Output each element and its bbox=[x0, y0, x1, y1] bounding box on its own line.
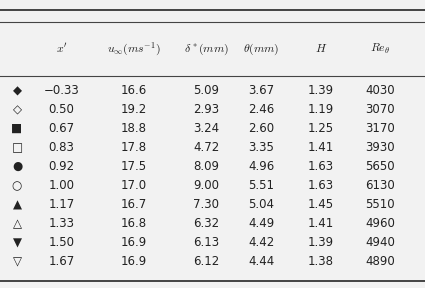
Text: 1.41: 1.41 bbox=[308, 217, 334, 230]
Text: 6.12: 6.12 bbox=[193, 255, 219, 268]
Text: 1.39: 1.39 bbox=[308, 236, 334, 249]
Text: $H$: $H$ bbox=[314, 42, 327, 56]
Text: 3.24: 3.24 bbox=[193, 122, 219, 135]
Text: 9.00: 9.00 bbox=[193, 179, 219, 192]
Text: 1.63: 1.63 bbox=[308, 179, 334, 192]
Text: 1.17: 1.17 bbox=[48, 198, 75, 211]
Text: $\delta^*(mm)$: $\delta^*(mm)$ bbox=[184, 41, 229, 57]
Text: 4030: 4030 bbox=[366, 84, 395, 97]
Text: 4890: 4890 bbox=[366, 255, 395, 268]
Text: −0.33: −0.33 bbox=[44, 84, 79, 97]
Text: 5.04: 5.04 bbox=[248, 198, 275, 211]
Text: 18.8: 18.8 bbox=[121, 122, 147, 135]
Text: 3170: 3170 bbox=[366, 122, 395, 135]
Text: $\theta(mm)$: $\theta(mm)$ bbox=[243, 41, 280, 57]
Text: ▼: ▼ bbox=[12, 236, 22, 249]
Text: 17.8: 17.8 bbox=[121, 141, 147, 154]
Text: 6130: 6130 bbox=[366, 179, 395, 192]
Text: 4.72: 4.72 bbox=[193, 141, 219, 154]
Text: $x'$: $x'$ bbox=[56, 42, 68, 56]
Text: 3930: 3930 bbox=[366, 141, 395, 154]
Text: 1.38: 1.38 bbox=[308, 255, 334, 268]
Text: 1.63: 1.63 bbox=[308, 160, 334, 173]
Text: ○: ○ bbox=[12, 179, 22, 192]
Text: ■: ■ bbox=[11, 122, 23, 135]
Text: 5.09: 5.09 bbox=[193, 84, 219, 97]
Text: 2.93: 2.93 bbox=[193, 103, 219, 116]
Text: ◇: ◇ bbox=[12, 103, 22, 116]
Text: ◆: ◆ bbox=[12, 84, 22, 97]
Text: 5650: 5650 bbox=[366, 160, 395, 173]
Text: 0.92: 0.92 bbox=[48, 160, 75, 173]
Text: 1.00: 1.00 bbox=[48, 179, 75, 192]
Text: $Re_{\theta}$: $Re_{\theta}$ bbox=[370, 42, 391, 56]
Text: 1.41: 1.41 bbox=[308, 141, 334, 154]
Text: 4960: 4960 bbox=[366, 217, 395, 230]
Text: 5510: 5510 bbox=[366, 198, 395, 211]
Text: □: □ bbox=[11, 141, 23, 154]
Text: 0.83: 0.83 bbox=[49, 141, 74, 154]
Text: ●: ● bbox=[12, 160, 22, 173]
Text: 4.44: 4.44 bbox=[248, 255, 275, 268]
Text: 1.67: 1.67 bbox=[48, 255, 75, 268]
Text: 4.96: 4.96 bbox=[248, 160, 275, 173]
Text: 0.50: 0.50 bbox=[49, 103, 74, 116]
Text: ▲: ▲ bbox=[12, 198, 22, 211]
Text: 1.50: 1.50 bbox=[48, 236, 75, 249]
Text: 1.39: 1.39 bbox=[308, 84, 334, 97]
Text: 1.45: 1.45 bbox=[308, 198, 334, 211]
Text: 3.35: 3.35 bbox=[249, 141, 274, 154]
Text: 16.9: 16.9 bbox=[121, 236, 147, 249]
Text: 6.32: 6.32 bbox=[193, 217, 219, 230]
Text: 16.7: 16.7 bbox=[121, 198, 147, 211]
Text: 8.09: 8.09 bbox=[193, 160, 219, 173]
Text: 1.19: 1.19 bbox=[308, 103, 334, 116]
Text: $u_{\infty}(ms^{-1})$: $u_{\infty}(ms^{-1})$ bbox=[107, 40, 161, 58]
Text: 0.67: 0.67 bbox=[48, 122, 75, 135]
Text: 17.5: 17.5 bbox=[121, 160, 147, 173]
Text: △: △ bbox=[12, 217, 22, 230]
Text: 1.25: 1.25 bbox=[308, 122, 334, 135]
Text: 3.67: 3.67 bbox=[248, 84, 275, 97]
Text: 16.9: 16.9 bbox=[121, 255, 147, 268]
Text: 19.2: 19.2 bbox=[121, 103, 147, 116]
Text: 2.46: 2.46 bbox=[248, 103, 275, 116]
Text: 5.51: 5.51 bbox=[248, 179, 275, 192]
Text: 7.30: 7.30 bbox=[193, 198, 219, 211]
Text: 17.0: 17.0 bbox=[121, 179, 147, 192]
Text: 3070: 3070 bbox=[366, 103, 395, 116]
Text: 2.60: 2.60 bbox=[248, 122, 275, 135]
Text: 1.33: 1.33 bbox=[48, 217, 75, 230]
Text: 4.49: 4.49 bbox=[248, 217, 275, 230]
Text: 16.8: 16.8 bbox=[121, 217, 147, 230]
Text: ▽: ▽ bbox=[12, 255, 22, 268]
Text: 6.13: 6.13 bbox=[193, 236, 219, 249]
Text: 16.6: 16.6 bbox=[121, 84, 147, 97]
Text: 4940: 4940 bbox=[366, 236, 395, 249]
Text: 4.42: 4.42 bbox=[248, 236, 275, 249]
